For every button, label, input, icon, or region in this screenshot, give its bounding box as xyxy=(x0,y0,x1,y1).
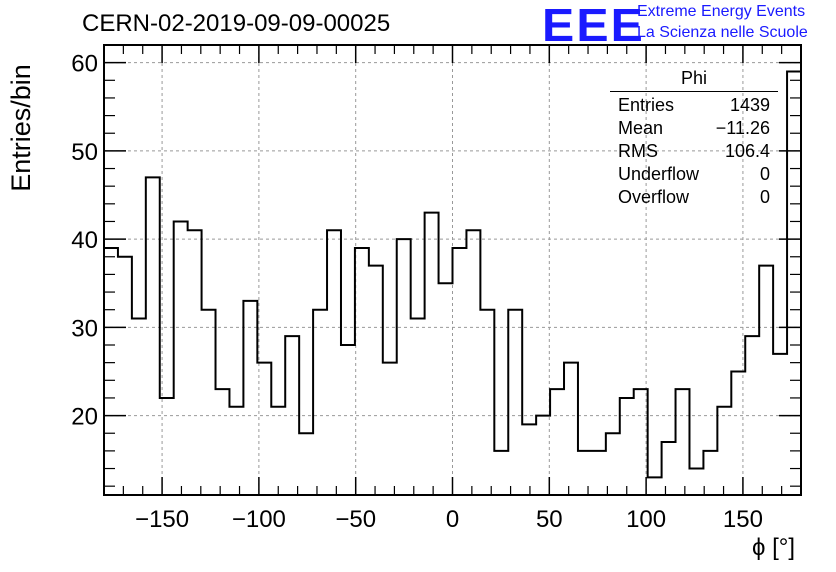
x-tick-label: 150 xyxy=(723,506,763,533)
stats-row: Mean −11.26 xyxy=(610,117,778,140)
chart-title: CERN-02-2019-09-09-00025 xyxy=(82,10,391,37)
stats-row: Underflow 0 xyxy=(610,163,778,186)
x-tick-label: 0 xyxy=(446,506,459,533)
stats-label: Mean xyxy=(618,118,664,138)
axis-ticks xyxy=(104,44,801,495)
stats-value: −11.26 xyxy=(715,118,770,138)
logo-subtitle-line1: Extreme Energy Events xyxy=(637,3,806,20)
y-tick-label: 40 xyxy=(71,227,98,254)
x-axis-label: ϕ [°] xyxy=(752,534,796,561)
x-tick-label: −100 xyxy=(232,506,286,533)
stats-row: Entries 1439 xyxy=(610,94,778,117)
x-tick-label: 100 xyxy=(626,506,666,533)
plot-frame xyxy=(103,44,802,496)
stats-row: RMS 106.4 xyxy=(610,140,778,163)
y-tick-label: 30 xyxy=(71,315,98,342)
stats-value: 106.4 xyxy=(724,141,770,161)
stats-label: Underflow xyxy=(618,164,700,184)
stats-row: Overflow 0 xyxy=(610,186,778,209)
tick-labels: −150 −100 −50 0 50 100 150 20 30 40 50 60 xyxy=(71,51,763,533)
stats-label: Entries xyxy=(618,95,675,115)
logo-subtitle-line2: La Scienza nelle Scuole xyxy=(637,24,808,41)
stats-box: Phi Entries 1439 Mean −11.26 RMS 106.4 Unde… xyxy=(610,68,778,209)
y-tick-label: 50 xyxy=(71,139,98,166)
x-tick-label: −150 xyxy=(135,506,189,533)
stats-label: Overflow xyxy=(618,187,690,207)
eee-logo: EEE xyxy=(542,0,645,51)
x-tick-label: 50 xyxy=(536,506,563,533)
y-tick-label: 20 xyxy=(71,404,98,431)
x-tick-label: −50 xyxy=(335,506,376,533)
stats-value: 1439 xyxy=(729,95,770,115)
stats-value: 0 xyxy=(759,187,770,207)
y-tick-label: 60 xyxy=(71,51,98,78)
stats-value: 0 xyxy=(759,164,770,184)
stats-title: Phi xyxy=(610,68,778,92)
stats-label: RMS xyxy=(618,141,658,161)
histogram-step-line xyxy=(104,70,801,479)
y-axis-label: Entries/bin xyxy=(6,64,36,192)
